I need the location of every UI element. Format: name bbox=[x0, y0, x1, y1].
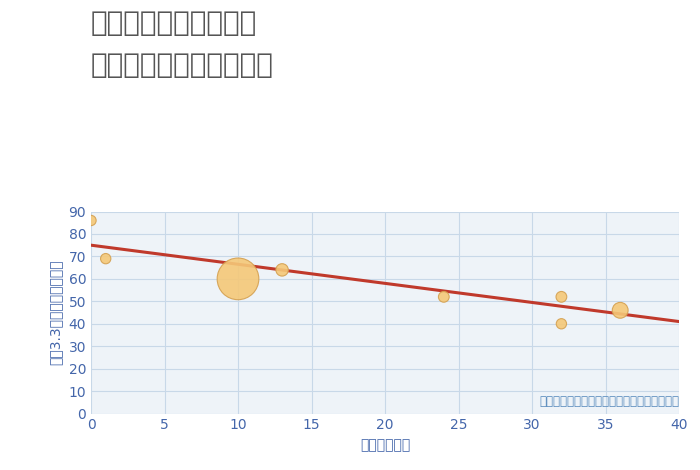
X-axis label: 築年数（年）: 築年数（年） bbox=[360, 438, 410, 452]
Point bbox=[556, 320, 567, 328]
Text: 愛知県高浜市本郷町の
築年数別中古戸建て価格: 愛知県高浜市本郷町の 築年数別中古戸建て価格 bbox=[91, 9, 274, 78]
Point bbox=[232, 275, 244, 282]
Y-axis label: 坪（3.3㎡）単価（万円）: 坪（3.3㎡）単価（万円） bbox=[49, 260, 63, 365]
Point bbox=[615, 306, 626, 314]
Point bbox=[556, 293, 567, 301]
Text: 円の大きさは、取引のあった物件面積を示す: 円の大きさは、取引のあった物件面積を示す bbox=[539, 394, 679, 407]
Point bbox=[100, 255, 111, 262]
Point bbox=[276, 266, 288, 274]
Point bbox=[85, 217, 97, 224]
Point bbox=[438, 293, 449, 301]
